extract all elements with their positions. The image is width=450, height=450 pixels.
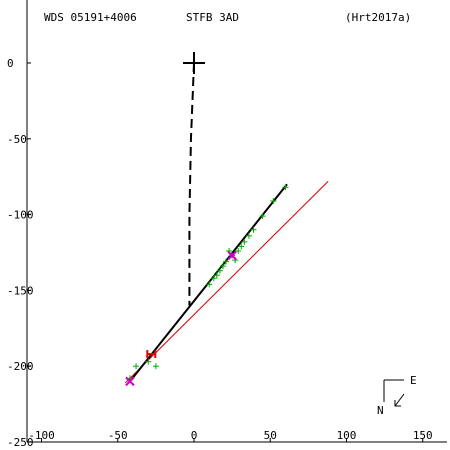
x-tick-label: 150 — [413, 429, 433, 442]
y-tick-label: -50 — [7, 133, 27, 146]
fit-line — [129, 183, 288, 382]
y-tick-label: -150 — [7, 284, 34, 297]
y-tick-label: -100 — [7, 209, 34, 222]
y-tick-label: 0 — [7, 57, 14, 70]
lines-layer — [125, 62, 329, 384]
header-right: (Hrt2017a) — [345, 11, 411, 24]
red-line — [125, 180, 329, 384]
y-tick-label: -200 — [7, 360, 34, 373]
points-layer — [125, 52, 289, 387]
compass: E N — [377, 374, 417, 417]
special-point-b — [227, 250, 237, 261]
compass-east-label: E — [410, 374, 417, 387]
motion-arrow-icon — [394, 393, 405, 407]
motion-arrowhead-icon — [394, 400, 401, 407]
x-tick-label: 50 — [264, 429, 277, 442]
x-tick-label: -50 — [108, 429, 128, 442]
x-tick-label: 100 — [337, 429, 357, 442]
x-tick-label: 0 — [191, 429, 198, 442]
special-point-b — [125, 376, 135, 387]
y-tick-label: -250 — [7, 436, 34, 449]
x-tick-label: -100 — [28, 429, 55, 442]
header-left: WDS 05191+4006 — [44, 11, 137, 24]
compass-north-label: N — [377, 404, 384, 417]
dashed-path — [188, 62, 195, 306]
header-center: STFB 3AD — [186, 11, 239, 24]
ticks-layer: -100 -50 0 50 100 150 0 -50 -100 -150 -200 -250 — [7, 57, 433, 449]
